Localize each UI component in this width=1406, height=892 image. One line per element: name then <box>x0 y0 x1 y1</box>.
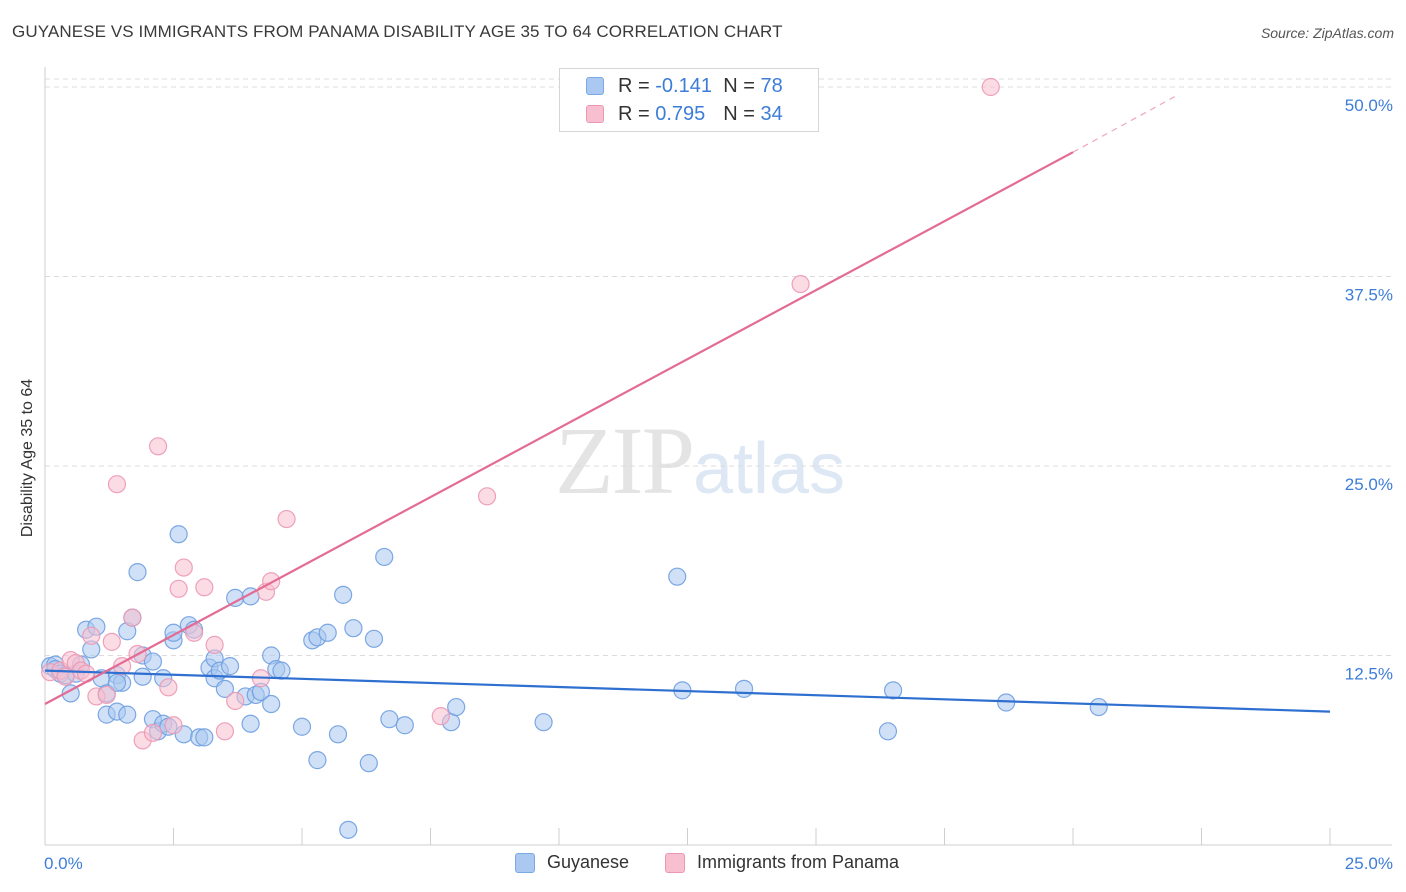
guyanese-point <box>328 725 348 744</box>
x-tick-label-min: 0.0% <box>44 854 83 873</box>
guyanese-point <box>308 751 327 770</box>
legend-swatch-guyanese <box>515 852 535 873</box>
guyanese-point <box>241 714 260 733</box>
legend-row-guyanese: R = -0.141 N = 78 <box>586 73 783 99</box>
guyanese-point <box>447 697 466 717</box>
x-tick-label-max: 25.0% <box>1345 854 1393 873</box>
legend-r-value-panama: 0.795 <box>655 102 706 125</box>
guyanese-point <box>133 667 152 686</box>
panama-point <box>262 572 281 591</box>
guyanese-point <box>292 717 312 736</box>
panama-point <box>143 723 163 742</box>
guyanese-point <box>107 673 127 692</box>
legend-item-panama: Immigrants from Panama <box>665 852 899 873</box>
legend-swatch-guyanese <box>586 77 604 95</box>
source-label: Source: ZipAtlas.com <box>1260 25 1394 41</box>
panama-point <box>791 274 810 294</box>
panama-point <box>277 509 296 529</box>
legend-r-label: R = <box>618 74 650 97</box>
guyanese-trendline <box>44 669 1331 713</box>
legend-swatch-panama <box>665 852 685 873</box>
panama-point <box>226 691 245 711</box>
watermark-zip: ZIP <box>555 407 695 514</box>
guyanese-point <box>339 820 358 839</box>
guyanese-point <box>534 713 553 732</box>
legend-r-value-guyanese: -0.141 <box>655 74 712 97</box>
guyanese-point <box>128 563 147 582</box>
legend-label-guyanese: Guyanese <box>547 852 630 872</box>
panama-point <box>148 437 168 456</box>
y-tick-label: 37.5% <box>1345 286 1393 305</box>
watermark: ZIPatlas <box>555 405 845 516</box>
panama-point <box>102 632 121 651</box>
guyanese-point <box>262 694 281 714</box>
y-tick-label: 12.5% <box>1345 665 1393 684</box>
guyanese-point <box>143 652 163 671</box>
y-tick-label: 50.0% <box>1345 96 1393 115</box>
guyanese-point <box>395 716 414 735</box>
panama-point <box>164 716 183 735</box>
correlation-legend: R = -0.141 N = 78 R = 0.795 N = 34 <box>559 68 819 132</box>
legend-item-guyanese: Guyanese <box>515 852 629 873</box>
panama-point <box>477 487 497 506</box>
guyanese-point <box>195 728 214 747</box>
panama-point <box>123 608 142 627</box>
watermark-atlas: atlas <box>693 429 846 509</box>
guyanese-point <box>215 679 234 698</box>
legend-swatch-panama <box>586 105 604 123</box>
legend-n-value-guyanese: 78 <box>760 74 783 97</box>
guyanese-point <box>318 623 337 642</box>
legend-n-label: N = <box>723 102 755 125</box>
panama-trendline-extension <box>1072 95 1177 153</box>
y-axis-label: Disability Age 35 to 64 <box>19 378 36 538</box>
panama-point <box>205 635 224 654</box>
guyanese-point <box>380 710 399 729</box>
guyanese-point <box>878 722 898 741</box>
legend-n-value-panama: 34 <box>760 102 783 125</box>
guyanese-point <box>1089 697 1108 717</box>
legend-label-panama: Immigrants from Panama <box>697 852 900 872</box>
panama-point <box>107 475 127 494</box>
guyanese-point <box>272 661 291 680</box>
chart-title: GUYANESE VS IMMIGRANTS FROM PANAMA DISAB… <box>12 22 783 41</box>
guyanese-point <box>334 585 353 604</box>
panama-point <box>82 626 101 645</box>
guyanese-point <box>344 619 363 638</box>
guyanese-point <box>359 754 378 773</box>
panama-point <box>215 722 234 741</box>
y-tick-label: 25.0% <box>1345 475 1393 494</box>
guyanese-point <box>220 657 240 676</box>
panama-point <box>97 685 116 705</box>
guyanese-point <box>668 567 687 586</box>
guyanese-point <box>169 525 188 544</box>
panama-point <box>195 578 214 597</box>
panama-point <box>169 579 188 598</box>
panama-point <box>431 707 450 726</box>
panama-trendline <box>44 151 1074 705</box>
series-legend: Guyanese Immigrants from Panama <box>0 852 1406 876</box>
legend-n-label: N = <box>723 74 755 97</box>
guyanese-point <box>364 629 384 648</box>
guyanese-point <box>883 681 903 700</box>
legend-r-label: R = <box>618 102 650 125</box>
guyanese-point <box>118 705 137 724</box>
panama-point <box>981 77 1000 97</box>
panama-point <box>159 678 178 697</box>
guyanese-point <box>734 679 754 698</box>
guyanese-point <box>375 547 394 567</box>
panama-point <box>174 558 193 577</box>
legend-row-panama: R = 0.795 N = 34 <box>586 101 783 127</box>
